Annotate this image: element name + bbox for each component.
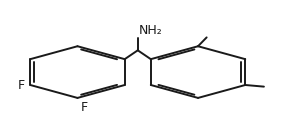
Text: F: F [80,101,88,114]
Text: NH₂: NH₂ [139,24,163,37]
Text: F: F [18,79,25,92]
